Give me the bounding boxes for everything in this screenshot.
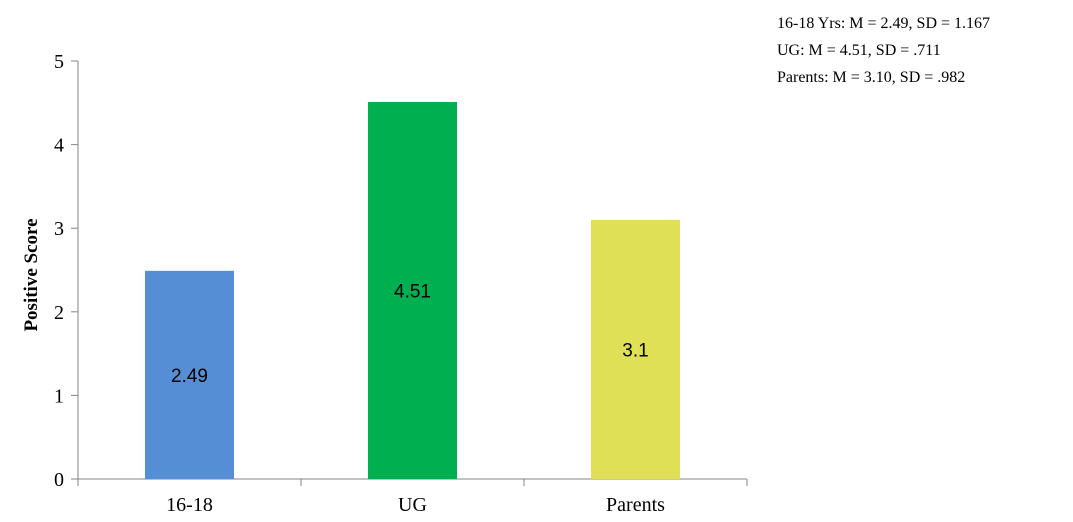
x-tick-label: UG: [398, 494, 427, 516]
x-tick-label: Parents: [606, 494, 665, 516]
y-axis-title: Positive Score: [21, 218, 42, 331]
bar: [145, 270, 234, 479]
y-tick-label: 5: [54, 51, 64, 73]
bar: [368, 101, 457, 480]
y-tick-label: 0: [54, 469, 64, 491]
bar: [591, 219, 680, 479]
y-tick-label: 4: [54, 135, 64, 157]
labels-group: 2.49 16-18 4.51 UG 3.1 Parents: [166, 281, 665, 516]
bars-group: [145, 101, 680, 480]
data-label: 4.51: [394, 281, 431, 302]
stats-line-ug: UG: M = 4.51, SD = .711: [777, 42, 941, 59]
data-label: 3.1: [622, 340, 648, 361]
stats-panel: 16-18 Yrs: M = 2.49, SD = 1.167 UG: M = …: [777, 10, 990, 91]
data-label: 2.49: [171, 366, 208, 387]
stats-line-parents: Parents: M = 3.10, SD = .982: [777, 69, 966, 86]
x-tick-label: 16-18: [166, 494, 213, 516]
stats-line-16-18: 16-18 Yrs: M = 2.49, SD = 1.167: [777, 15, 991, 32]
y-tick-label: 1: [54, 385, 64, 407]
y-tick-label: 2: [54, 302, 64, 324]
y-tick-label: 3: [54, 218, 64, 240]
